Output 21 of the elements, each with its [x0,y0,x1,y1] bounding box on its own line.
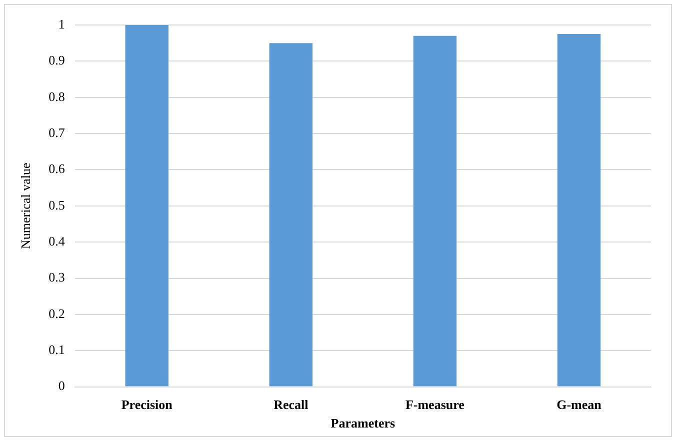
bar [413,36,457,386]
x-tick-label: G-mean [556,396,602,412]
y-tick-label: 0.5 [48,197,65,212]
bar [557,34,601,386]
y-tick-label: 0.6 [48,161,66,176]
y-tick-label: 0.1 [48,342,65,358]
x-axis-title: Parameters [330,416,396,431]
y-tick-label: 0.8 [48,88,65,104]
y-tick-label: 0.4 [48,234,66,248]
x-tick-label: F-measure [405,396,465,412]
y-tick-label: 0.3 [48,270,65,285]
y-tick-label: 0.9 [48,52,65,68]
y-tick-label: 1 [58,16,65,32]
y-axis-title: Numerical value [18,162,34,250]
x-tick-label: Recall [274,396,309,412]
bar [125,25,168,386]
bar [269,43,313,386]
y-tick-label: 0.2 [48,306,65,321]
y-tick-label: 0.7 [48,124,66,140]
x-tick-label: Precision [121,396,174,412]
y-tick-label: 0 [58,378,65,394]
